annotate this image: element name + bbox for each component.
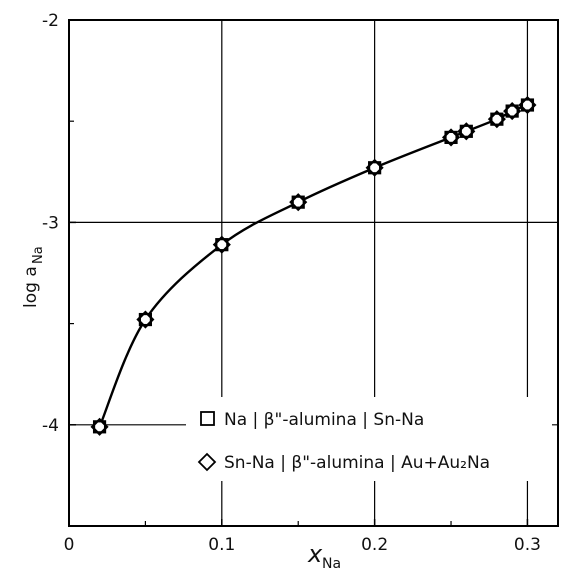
legend-label-1: Na | β"-alumina | Sn-Na <box>224 410 424 430</box>
y-tick-label: -3 <box>42 213 59 233</box>
x-axis-label-subscript: Na <box>322 556 341 572</box>
y-axis-label: log a <box>21 266 41 308</box>
data-point-diamond <box>136 310 155 329</box>
data-point-square <box>505 104 519 118</box>
data-point-square <box>138 312 153 327</box>
data-point-square <box>92 420 107 434</box>
x-tick-label: 0 <box>64 535 75 555</box>
data-point-diamond <box>289 193 308 212</box>
data-point-square <box>444 130 458 144</box>
data-point-square <box>368 161 382 175</box>
x-tick-label: 0.1 <box>208 535 235 555</box>
legend: Na | β"-alumina | Sn-Na Sn-Na | β"-alumi… <box>186 397 552 481</box>
data-point-diamond <box>487 110 506 129</box>
data-point-square <box>215 238 229 252</box>
data-point-diamond <box>518 95 537 115</box>
axis-ticks: 0 0.1 0.2 0.3 -4 -3 -2 <box>42 11 541 555</box>
data-point-diamond <box>503 102 522 121</box>
x-tick-label: 0.3 <box>514 535 541 555</box>
y-tick-label: -4 <box>42 416 59 436</box>
x-axis-label: x <box>307 540 323 568</box>
legend-marker-diamond-icon <box>197 452 217 472</box>
data-point-square <box>291 195 305 209</box>
data-point-diamond <box>90 417 109 436</box>
data-point-diamond <box>441 128 461 147</box>
data-point-diamond <box>365 158 384 177</box>
legend-label-2: Sn-Na | β"-alumina | Au+Au₂Na <box>224 453 490 473</box>
data-point-square <box>520 98 535 112</box>
data-point-diamond <box>457 122 476 141</box>
x-tick-label: 0.2 <box>361 535 388 555</box>
y-axis-label-subscript: Na <box>31 246 46 264</box>
data-point-square <box>490 112 504 126</box>
data-points <box>90 95 537 436</box>
legend-background <box>186 397 552 481</box>
legend-marker-square-icon <box>200 411 215 426</box>
plot-frame <box>68 19 559 527</box>
y-tick-label: -2 <box>42 11 59 31</box>
data-point-square <box>459 124 473 138</box>
data-point-diamond <box>212 235 231 254</box>
